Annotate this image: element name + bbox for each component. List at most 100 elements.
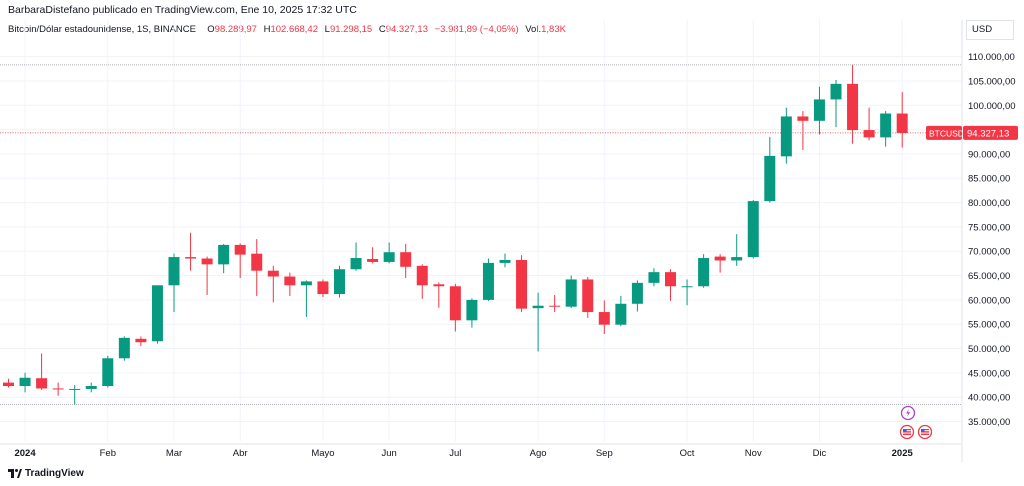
- x-tick-label: Dic: [813, 448, 827, 459]
- candle-body: [317, 281, 329, 295]
- candle[interactable]: [85, 382, 97, 393]
- candle[interactable]: [383, 242, 395, 264]
- candle[interactable]: [416, 264, 428, 299]
- price-axis[interactable]: 35.000,00 40.000,00 45.000,00 50.000,00 55.0…: [968, 52, 1016, 428]
- volume-value: 1,83K: [541, 24, 566, 35]
- candle[interactable]: [3, 378, 14, 388]
- open-label: O: [207, 24, 215, 35]
- candle[interactable]: [300, 280, 312, 317]
- x-tick-label: Mayo: [311, 448, 334, 459]
- candle-body: [85, 386, 97, 389]
- currency-selector[interactable]: USD: [966, 20, 1014, 40]
- candle[interactable]: [631, 280, 643, 312]
- candle-body: [218, 244, 230, 265]
- candle-body: [19, 377, 31, 387]
- time-axis[interactable]: 2024 Feb Mar Abr Mayo Jun Jul Ago Sep Oct Nov Dic 20…: [14, 448, 913, 459]
- candle[interactable]: [830, 79, 842, 128]
- candle[interactable]: [731, 234, 743, 266]
- candle[interactable]: [532, 292, 544, 352]
- candle[interactable]: [168, 253, 180, 313]
- candle[interactable]: [218, 243, 230, 274]
- level-lines: [0, 64, 962, 405]
- x-tick-label: 2025: [892, 448, 914, 459]
- candle[interactable]: [714, 254, 726, 273]
- candle[interactable]: [549, 295, 561, 313]
- candle[interactable]: [449, 283, 461, 332]
- y-tick-label: 110.000,00: [968, 52, 1015, 63]
- y-tick-label: 55.000,00: [968, 320, 1010, 331]
- candle[interactable]: [102, 355, 114, 388]
- candle-body: [516, 259, 528, 309]
- x-tick-label: Feb: [100, 448, 116, 459]
- candle[interactable]: [499, 253, 511, 268]
- candle[interactable]: [482, 258, 494, 301]
- candle[interactable]: [565, 275, 577, 309]
- x-tick-label: Sep: [596, 448, 613, 459]
- tradingview-logo[interactable]: TradingView: [8, 468, 84, 479]
- us-flag-event-icon[interactable]: [899, 424, 915, 440]
- low-label: L: [324, 24, 330, 35]
- candle[interactable]: [880, 111, 892, 147]
- candle[interactable]: [69, 385, 81, 405]
- candle[interactable]: [234, 243, 246, 278]
- candle[interactable]: [598, 300, 610, 334]
- tradingview-logo-text: TradingView: [25, 468, 84, 479]
- candle[interactable]: [466, 298, 478, 328]
- candle-body: [847, 83, 859, 131]
- candles: [3, 64, 908, 405]
- candle[interactable]: [665, 269, 676, 301]
- candle[interactable]: [780, 107, 792, 164]
- candle[interactable]: [516, 255, 528, 313]
- lightning-event-icon[interactable]: [900, 405, 916, 421]
- y-tick-label: 50.000,00: [968, 344, 1010, 355]
- candle-body: [880, 113, 892, 138]
- us-flag-event-icon[interactable]: [917, 424, 933, 440]
- candle[interactable]: [764, 136, 776, 203]
- candle-body: [234, 244, 246, 255]
- candle-body: [267, 270, 279, 277]
- candle[interactable]: [52, 382, 64, 396]
- candle[interactable]: [201, 256, 213, 296]
- candle[interactable]: [433, 282, 445, 308]
- candle[interactable]: [747, 200, 759, 259]
- candle[interactable]: [813, 86, 825, 135]
- candle-body: [334, 269, 345, 295]
- candle[interactable]: [334, 265, 345, 298]
- y-tick-label: 45.000,00: [968, 368, 1010, 379]
- candle-body: [69, 388, 81, 390]
- candle[interactable]: [267, 265, 279, 303]
- candle-body: [747, 201, 759, 258]
- price-tag-symbol: BTCUSD: [929, 128, 964, 138]
- y-tick-label: 70.000,00: [968, 247, 1010, 258]
- x-tick-label: Nov: [745, 448, 762, 459]
- candle[interactable]: [251, 239, 263, 296]
- candle[interactable]: [400, 243, 412, 278]
- candle-body: [598, 312, 610, 325]
- x-tick-label: Abr: [233, 448, 248, 459]
- candle[interactable]: [847, 64, 859, 144]
- candle[interactable]: [582, 277, 594, 318]
- price-tag-symbol-bg: [926, 125, 962, 140]
- candle[interactable]: [615, 295, 627, 327]
- candle[interactable]: [797, 111, 809, 151]
- candle-body: [698, 258, 710, 287]
- candle[interactable]: [135, 336, 147, 347]
- event-markers[interactable]: [899, 405, 933, 440]
- candle[interactable]: [681, 279, 693, 306]
- candle[interactable]: [317, 279, 329, 297]
- candle[interactable]: [896, 92, 908, 148]
- candle[interactable]: [118, 336, 130, 361]
- candle[interactable]: [36, 353, 48, 390]
- candle[interactable]: [648, 268, 660, 287]
- candle[interactable]: [350, 242, 362, 271]
- candle[interactable]: [863, 107, 875, 141]
- candle[interactable]: [698, 254, 710, 288]
- candle[interactable]: [367, 247, 379, 264]
- y-tick-label: 40.000,00: [968, 393, 1010, 404]
- candle[interactable]: [284, 272, 296, 296]
- candle[interactable]: [151, 285, 163, 344]
- candle[interactable]: [185, 232, 197, 271]
- candle[interactable]: [19, 372, 31, 393]
- candle-body: [36, 378, 48, 389]
